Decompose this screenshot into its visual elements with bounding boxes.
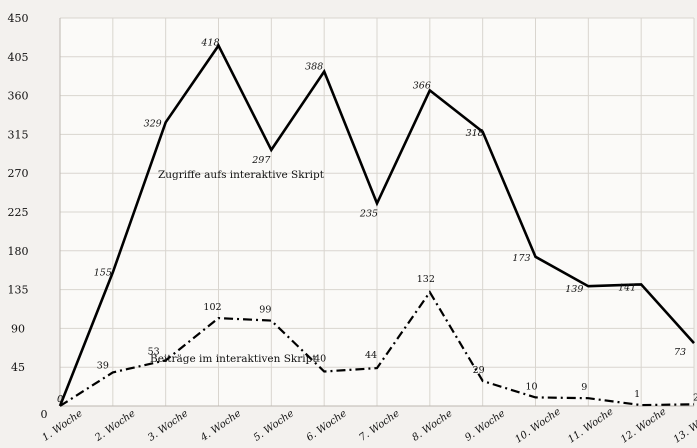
y-tick-label: 360 [8,90,29,103]
series [58,43,695,407]
y-tick-label: 90 [11,322,25,335]
data-labels: 0 155 329 418 297 388 235 366 318 173 139 141 73 39 53… [57,38,697,405]
data-label-zugriffe: 73 [674,347,686,358]
data-label-beitraege: 39 [97,360,109,371]
x-tick-label: 9. Woche [463,408,507,444]
y-tick-label: 225 [8,206,29,219]
x-tick-label: 8. Woche [410,408,454,444]
x-tick-label: 3. Woche [146,408,190,444]
data-label-zugriffe: 173 [512,253,530,264]
data-label-beitraege: 44 [365,350,377,361]
y-tick-label: 270 [8,167,29,180]
x-tick-label: 2. Woche [92,408,137,444]
data-label-beitraege: 99 [259,305,271,316]
y-axis-ticks: 45 90 135 180 225 270 315 360 405 450 [8,12,29,374]
data-label-beitraege: 9 [581,382,587,393]
x-tick-label: 12. Woche [619,406,669,445]
y-tick-label: 405 [8,51,29,64]
data-label-beitraege: 2 [693,392,697,403]
data-label-zugriffe: 318 [466,128,484,139]
data-label-zugriffe: 329 [144,118,162,129]
x-tick-label: 4. Woche [198,408,243,444]
data-label-beitraege: 10 [525,381,537,392]
y-tick-label: 135 [8,284,29,297]
x-tick-label: 5. Woche [252,408,296,444]
data-label-zugriffe: 418 [200,38,219,49]
data-label-beitraege: 29 [473,365,485,376]
data-label-beitraege: 102 [203,302,221,313]
y-tick-label: 315 [8,128,29,141]
series-line-beitraege [59,290,695,407]
series-annotation-beitraege: Beiträge im interaktiven Skript [150,353,317,365]
data-label-zugriffe: 155 [94,267,112,278]
x-axis-ticks: 1. Woche 2. Woche 3. Woche 4. Woche 5. Woche… [40,406,697,445]
data-label-zugriffe: 235 [359,208,378,219]
data-label-beitraege: 1 [634,389,640,400]
data-label-zugriffe: 297 [251,155,271,166]
origin-label: 0 [41,408,48,421]
data-label-beitraege: 40 [314,354,326,365]
data-label-beitraege: 132 [417,274,435,285]
y-tick-label: 180 [8,245,29,258]
data-label-zugriffe: 388 [305,61,323,72]
data-label-zugriffe: 141 [618,282,636,293]
data-label-zugriffe: 139 [565,284,583,295]
x-tick-label: 6. Woche [305,408,349,444]
x-tick-label: 10. Woche [513,406,563,445]
grid [59,17,695,407]
y-tick-label: 450 [8,12,29,25]
series-line-zugriffe [58,43,695,407]
y-tick-label: 45 [11,361,25,374]
series-annotation-zugriffe: Zugriffe aufs interaktive Skript [158,169,325,181]
x-tick-label: 11. Woche [566,406,616,445]
data-label-zugriffe: 0 [57,394,63,405]
x-tick-label: 13. Woche [672,406,697,445]
x-tick-label: 7. Woche [357,408,401,444]
data-label-zugriffe: 366 [413,80,431,91]
data-label-beitraege: 53 [148,346,160,357]
